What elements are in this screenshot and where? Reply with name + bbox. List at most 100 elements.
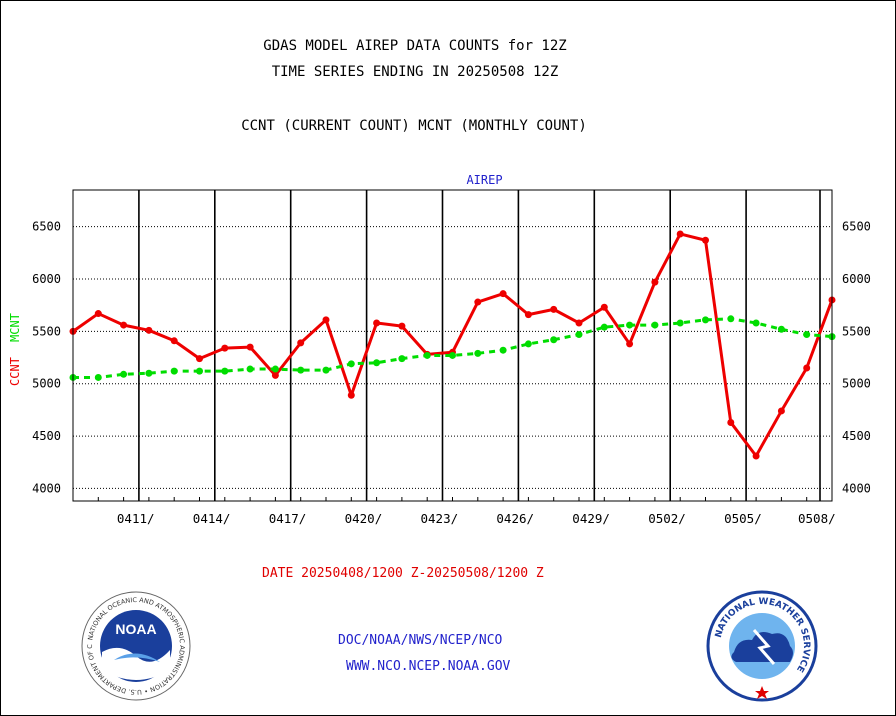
data-point-ccnt (499, 290, 507, 298)
data-point-ccnt (600, 303, 608, 311)
data-point-ccnt (524, 311, 532, 319)
data-point-ccnt (170, 337, 178, 345)
noaa-logo-wordmark: NOAA (115, 621, 156, 637)
x-tick-label: 0502/ (648, 511, 686, 526)
data-point-ccnt (474, 298, 482, 306)
nws-logo-star (755, 686, 769, 699)
data-point-ccnt (246, 343, 254, 351)
data-point-mcnt (777, 325, 785, 333)
data-point-mcnt (524, 340, 532, 348)
chart-subtitle: CCNT (CURRENT COUNT) MCNT (MONTHLY COUNT… (241, 118, 587, 134)
data-point-mcnt (575, 331, 583, 339)
data-point-mcnt (221, 367, 229, 375)
data-point-ccnt (94, 310, 102, 318)
y-axis-label-mcnt: MCNT (8, 313, 22, 342)
x-tick-label: 0414/ (193, 511, 231, 526)
plot-axis-title: AIREP (466, 173, 502, 187)
data-point-ccnt (271, 371, 279, 379)
data-point-mcnt (120, 370, 128, 378)
data-point-ccnt (575, 319, 583, 327)
y-tick-label-right: 6500 (842, 220, 871, 234)
data-point-ccnt (297, 339, 305, 347)
data-point-ccnt (550, 305, 558, 313)
y-tick-label-right: 4000 (842, 481, 871, 495)
footer-org-path: DOC/NOAA/NWS/NCEP/NCO (338, 633, 503, 648)
data-point-ccnt (626, 340, 634, 348)
footer-website-link[interactable]: WWW.NCO.NCEP.NOAA.GOV (346, 659, 511, 674)
data-point-mcnt (196, 367, 203, 375)
data-point-mcnt (600, 323, 608, 331)
y-tick-label-left: 6000 (32, 272, 61, 286)
axes-layer (72, 189, 833, 502)
data-point-mcnt (271, 365, 279, 373)
data-point-ccnt (145, 326, 153, 334)
plot-area-border (72, 189, 833, 502)
data-point-mcnt (499, 346, 507, 354)
noaa-logo-bird-shape (102, 647, 170, 680)
data-point-mcnt (803, 331, 811, 339)
series-layer (69, 230, 836, 460)
data-point-mcnt (727, 315, 735, 323)
y-tick-label-right: 4500 (842, 429, 871, 443)
data-point-ccnt (651, 278, 659, 286)
nws-logo-lightning (752, 629, 776, 665)
x-tick-label: 0508/ (798, 511, 836, 526)
data-point-ccnt (777, 407, 785, 415)
data-point-mcnt (702, 316, 709, 324)
data-point-mcnt (651, 321, 659, 329)
y-tick-label-left: 6500 (32, 220, 61, 234)
nws-logo: NATIONAL WEATHER SERVICE (706, 590, 818, 702)
data-point-mcnt (373, 359, 381, 367)
label-layer: 4000 4000 4500 4500 5000 5000 5500 5500 6000 6000… (8, 173, 871, 526)
series-line-ccnt (72, 232, 834, 458)
y-tick-label-left: 4000 (32, 481, 61, 495)
x-tick-label: 0505/ (724, 511, 762, 526)
data-point-ccnt (702, 236, 709, 244)
data-point-mcnt (246, 365, 254, 373)
data-point-mcnt (94, 373, 102, 381)
data-point-mcnt (752, 319, 760, 327)
y-tick-label-right: 5000 (842, 377, 871, 391)
x-tick-label: 0411/ (117, 511, 155, 526)
y-tick-label-left: 5500 (32, 324, 61, 338)
data-point-mcnt (676, 319, 684, 327)
data-point-mcnt (297, 366, 305, 374)
data-point-ccnt (373, 319, 381, 327)
data-point-mcnt (474, 349, 482, 357)
data-point-ccnt (120, 321, 128, 329)
y-tick-label-right: 6000 (842, 272, 871, 286)
x-tick-label: 0417/ (269, 511, 307, 526)
data-point-ccnt (398, 322, 406, 330)
data-point-ccnt (803, 364, 811, 372)
data-point-mcnt (145, 369, 153, 377)
data-point-ccnt (676, 230, 684, 238)
data-point-mcnt (423, 351, 431, 359)
data-point-mcnt (449, 351, 456, 359)
data-point-ccnt (752, 452, 760, 460)
x-tick-label: 0426/ (496, 511, 534, 526)
y-axis-label-ccnt: CCNT (8, 357, 22, 386)
y-tick-label-right: 5500 (842, 324, 871, 338)
data-point-ccnt (196, 355, 203, 363)
data-point-mcnt (398, 355, 406, 363)
noaa-logo: NATIONAL OCEANIC AND ATMOSPHERIC ADMINIS… (80, 590, 191, 701)
grid-layer (73, 190, 832, 501)
chart-title-line2: TIME SERIES ENDING IN 20250508 12Z (271, 64, 559, 80)
data-point-mcnt (170, 367, 178, 375)
x-tick-label: 0423/ (421, 511, 459, 526)
y-tick-label-left: 5000 (32, 377, 61, 391)
noaa-logo-wave (114, 653, 160, 662)
data-point-mcnt (347, 360, 355, 368)
data-point-mcnt (626, 321, 634, 329)
data-point-ccnt (347, 391, 355, 399)
x-tick-label: 0429/ (572, 511, 610, 526)
data-point-mcnt (322, 366, 330, 374)
x-tick-label: 0420/ (345, 511, 383, 526)
chart-title-line1: GDAS MODEL AIREP DATA COUNTS for 12Z (263, 38, 567, 54)
data-point-ccnt (221, 344, 229, 352)
data-point-mcnt (550, 336, 558, 344)
x-axis-label-date-range: DATE 20250408/1200 Z-20250508/1200 Z (262, 566, 544, 581)
y-tick-label-left: 4500 (32, 429, 61, 443)
data-point-ccnt (727, 418, 735, 426)
